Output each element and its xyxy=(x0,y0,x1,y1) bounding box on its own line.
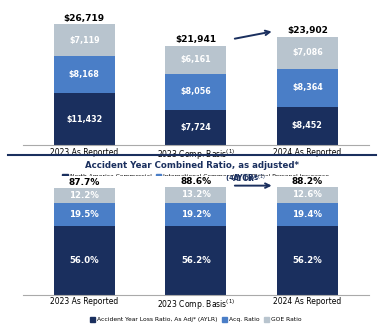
Text: 87.7%: 87.7% xyxy=(69,178,100,187)
Text: $21,941: $21,941 xyxy=(175,35,217,44)
Text: Accident Year Combined Ratio, as adjusted*: Accident Year Combined Ratio, as adjuste… xyxy=(85,161,299,170)
Bar xyxy=(54,56,115,93)
Bar xyxy=(165,110,227,145)
Text: 12.6%: 12.6% xyxy=(292,190,322,199)
Text: 12.2%: 12.2% xyxy=(70,191,99,200)
Bar xyxy=(165,187,227,203)
Bar xyxy=(165,226,227,295)
Text: 19.2%: 19.2% xyxy=(181,210,211,219)
Text: 13.2%: 13.2% xyxy=(181,190,211,199)
Bar xyxy=(54,226,115,295)
Text: $23,902: $23,902 xyxy=(287,26,328,35)
Text: 56.0%: 56.0% xyxy=(70,256,99,265)
Text: $11,432: $11,432 xyxy=(66,115,103,124)
Text: $8,364: $8,364 xyxy=(292,83,323,92)
Bar xyxy=(165,74,227,110)
Text: 88.2%: 88.2% xyxy=(292,177,323,186)
Text: $8,452: $8,452 xyxy=(292,121,323,130)
Text: $7,086: $7,086 xyxy=(292,48,323,57)
Text: 19.4%: 19.4% xyxy=(292,210,322,219)
Text: 56.2%: 56.2% xyxy=(293,256,322,265)
Text: (40) bps$^{(1)}$: (40) bps$^{(1)}$ xyxy=(225,172,266,185)
Text: 56.2%: 56.2% xyxy=(181,256,211,265)
Bar xyxy=(276,69,338,107)
Text: $8,056: $8,056 xyxy=(180,87,211,96)
Text: 88.6%: 88.6% xyxy=(180,177,212,186)
Bar xyxy=(276,107,338,145)
Text: $26,719: $26,719 xyxy=(64,14,105,23)
Bar xyxy=(54,24,115,56)
Text: $8,168: $8,168 xyxy=(69,70,100,79)
Bar xyxy=(54,93,115,145)
Bar xyxy=(276,202,338,226)
Bar xyxy=(54,203,115,226)
Bar xyxy=(276,37,338,69)
Bar xyxy=(165,46,227,74)
Bar xyxy=(165,203,227,226)
Text: $6,161: $6,161 xyxy=(180,55,211,64)
Text: 19.5%: 19.5% xyxy=(70,210,99,219)
Text: AYCR*: AYCR* xyxy=(233,173,259,182)
Bar xyxy=(276,187,338,202)
Bar xyxy=(54,188,115,203)
Legend: North America Commercial, International Commercial, Global Personal Insurance: North America Commercial, International … xyxy=(60,172,332,182)
Text: $7,724: $7,724 xyxy=(180,123,211,132)
Text: $7,119: $7,119 xyxy=(69,36,100,45)
Legend: Accident Year Loss Ratio, As Adj* (AYLR), Acq. Ratio, GOE Ratio: Accident Year Loss Ratio, As Adj* (AYLR)… xyxy=(87,315,305,325)
Bar xyxy=(276,226,338,295)
